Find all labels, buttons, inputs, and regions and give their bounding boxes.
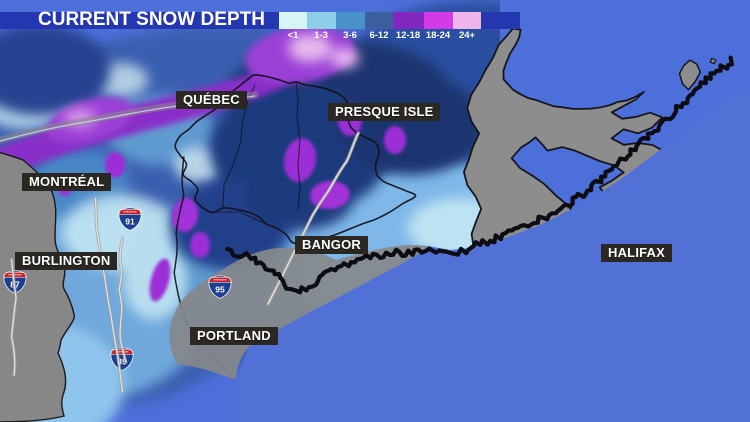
svg-text:91: 91 xyxy=(125,217,135,227)
svg-text:12-18: 12-18 xyxy=(396,30,420,41)
svg-text:24+: 24+ xyxy=(459,30,476,41)
svg-text:95: 95 xyxy=(215,285,225,295)
svg-text:CURRENT SNOW DEPTH: CURRENT SNOW DEPTH xyxy=(38,9,265,30)
svg-text:6-12: 6-12 xyxy=(369,30,388,41)
svg-text:3-6: 3-6 xyxy=(343,30,357,41)
svg-text:18-24: 18-24 xyxy=(426,30,451,41)
svg-text:<1: <1 xyxy=(288,30,300,41)
svg-text:1-3: 1-3 xyxy=(314,30,328,41)
